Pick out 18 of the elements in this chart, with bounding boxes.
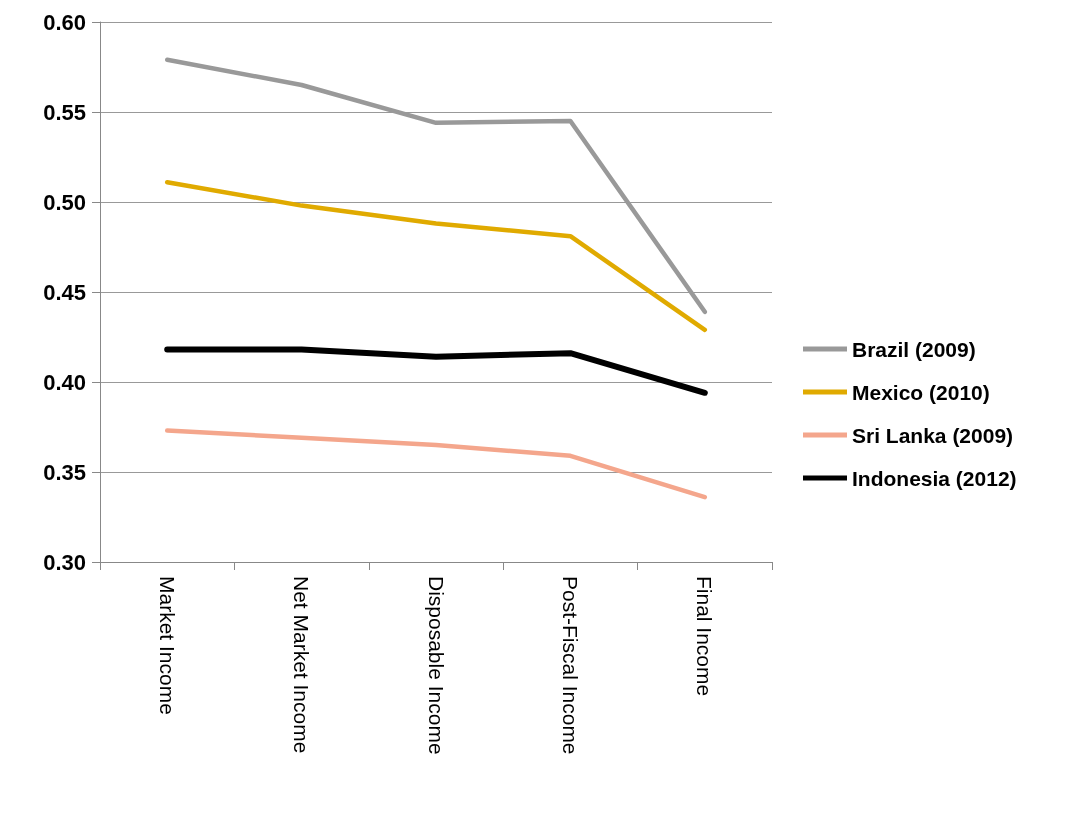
y-tick-label: 0.40 [43, 369, 86, 395]
x-tick-label: Post-Fiscal Income [558, 576, 582, 755]
legend-label: Indonesia (2012) [852, 466, 1017, 490]
y-tick-label: 0.30 [43, 549, 86, 575]
y-tick-label: 0.35 [43, 459, 86, 485]
line-series [164, 428, 708, 500]
legend-label: Brazil (2009) [852, 337, 976, 361]
x-tick-label: Disposable Income [424, 576, 448, 755]
x-tick-label: Market Income [155, 576, 179, 715]
line-series [164, 179, 708, 333]
x-tick-label: Final Income [693, 576, 717, 697]
y-tick-label: 0.45 [43, 279, 86, 305]
y-tick-label: 0.60 [43, 9, 86, 35]
y-tick-label: 0.50 [43, 189, 86, 215]
y-tick-label: 0.55 [43, 99, 86, 125]
legend-label: Sri Lanka (2009) [852, 423, 1014, 447]
legend-label: Mexico (2010) [852, 380, 990, 404]
x-tick-label: Net Market Income [290, 576, 314, 754]
